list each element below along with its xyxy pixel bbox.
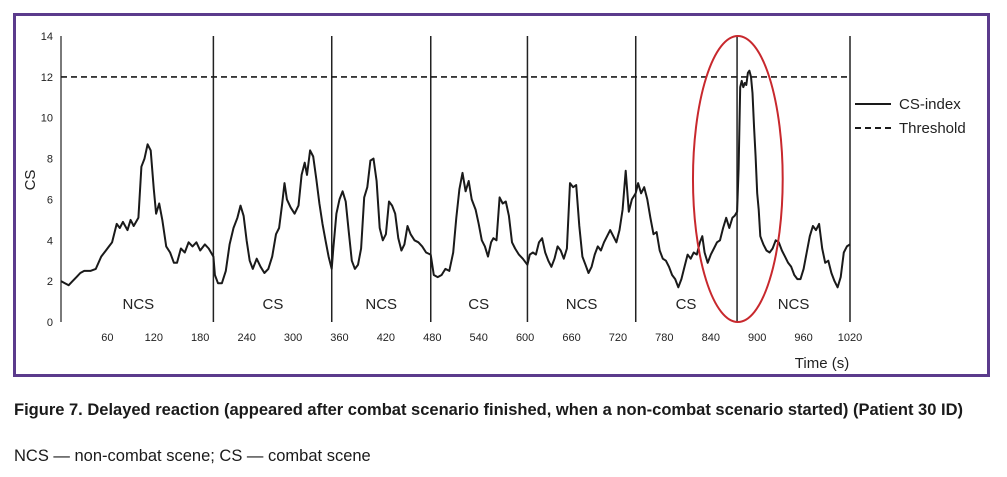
x-axis-label: Time (s): [795, 355, 849, 372]
figure-frame: [13, 13, 990, 377]
legend-item-threshold: Threshold: [899, 120, 966, 137]
highlight-ellipse: [691, 35, 784, 323]
x-tick-label: 600: [516, 332, 534, 344]
x-tick-label: 300: [284, 332, 302, 344]
x-tick-label: 900: [748, 332, 766, 344]
series-layer: [60, 69, 851, 289]
x-tick-label: 840: [702, 332, 720, 344]
figure-caption-title: Figure 7. Delayed reaction (appeared aft…: [14, 401, 963, 419]
legend-item-cs-index: CS-index: [899, 96, 961, 113]
y-tick-label: 0: [47, 317, 53, 329]
x-axis-ticks: 60 120 180 240 300 360 420 480 540 600 660 720 780 84…: [101, 332, 862, 344]
y-axis-ticks: 0 2 4 6 8 10 12 14: [41, 31, 53, 329]
x-tick-label: 540: [470, 332, 488, 344]
x-tick-label: 780: [655, 332, 673, 344]
highlight-layer: [691, 35, 784, 323]
cs-index-line: [60, 69, 851, 289]
scene-label: NCS: [123, 296, 155, 313]
x-tick-label: 720: [609, 332, 627, 344]
scene-label: NCS: [778, 296, 810, 313]
y-tick-label: 2: [47, 276, 53, 288]
scene-boundary-lines: [60, 36, 851, 322]
legend: CS-index Threshold: [855, 96, 966, 137]
scene-label: CS: [468, 296, 489, 313]
y-tick-label: 10: [41, 113, 53, 125]
x-tick-label: 660: [562, 332, 580, 344]
x-tick-label: 360: [330, 332, 348, 344]
y-axis-label: CS: [22, 170, 39, 191]
scene-label: NCS: [365, 296, 397, 313]
x-tick-label: 960: [794, 332, 812, 344]
y-tick-label: 12: [41, 72, 53, 84]
y-tick-label: 6: [47, 194, 53, 206]
figure-caption-note: NCS — non-combat scene; CS — combat scen…: [14, 447, 371, 465]
y-tick-label: 14: [41, 31, 53, 43]
y-tick-label: 4: [47, 235, 53, 247]
x-tick-label: 240: [237, 332, 255, 344]
scene-label: NCS: [566, 296, 598, 313]
x-tick-label: 1020: [838, 332, 862, 344]
scene-label: CS: [263, 296, 284, 313]
y-tick-label: 8: [47, 154, 53, 166]
x-tick-label: 480: [423, 332, 441, 344]
scene-labels: NCS CS NCS CS NCS CS NCS: [123, 296, 810, 313]
x-tick-label: 180: [191, 332, 209, 344]
scene-label: CS: [676, 296, 697, 313]
x-tick-label: 120: [145, 332, 163, 344]
x-tick-label: 60: [101, 332, 113, 344]
x-tick-label: 420: [377, 332, 395, 344]
